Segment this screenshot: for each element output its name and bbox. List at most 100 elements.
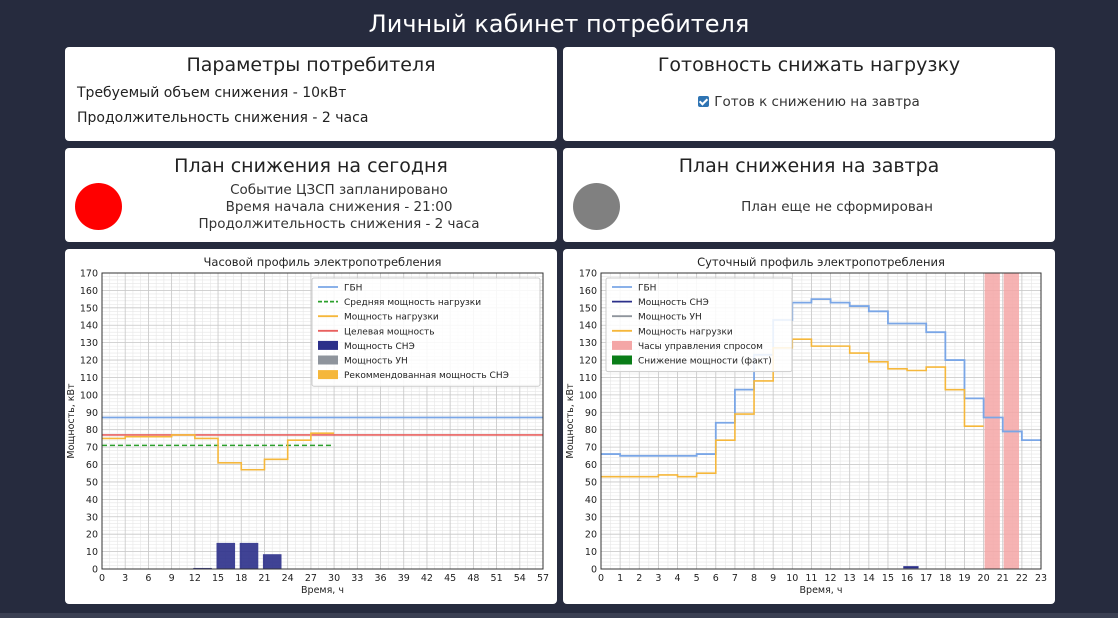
sne-bar bbox=[239, 542, 259, 569]
series-load-line bbox=[102, 432, 335, 471]
tomorrow-status-indicator bbox=[573, 183, 620, 230]
y-tick-label: 50 bbox=[86, 477, 98, 488]
y-tick-label: 30 bbox=[585, 512, 597, 523]
y-tick-label: 90 bbox=[585, 408, 597, 419]
x-tick-label: 17 bbox=[920, 573, 932, 584]
x-tick-label: 3 bbox=[655, 573, 661, 584]
demand-hour-band bbox=[1003, 273, 1019, 569]
legend-box bbox=[605, 277, 793, 373]
today-duration-text: Продолжительность снижения - 2 часа bbox=[198, 216, 480, 232]
legend-label: Целевая мощность bbox=[344, 327, 435, 337]
reduction-duration-text: Продолжительность снижения - 2 часа bbox=[77, 110, 369, 126]
y-tick-label: 130 bbox=[579, 338, 597, 349]
legend-label: ГБН bbox=[344, 284, 362, 294]
y-tick-label: 70 bbox=[86, 443, 98, 454]
ready-tomorrow-option[interactable]: Готов к снижению на завтра bbox=[563, 94, 1055, 110]
y-tick-label: 110 bbox=[579, 373, 597, 384]
x-tick-label: 5 bbox=[694, 573, 700, 584]
today-plan-card: План снижения на сегодня Событие ЦЗСП за… bbox=[65, 148, 557, 242]
y-tick-label: 0 bbox=[92, 565, 98, 576]
hourly-profile-card: Часовой профиль электропотребления 0 3 6 9 12… bbox=[65, 249, 557, 604]
plot-frame bbox=[600, 272, 1042, 570]
x-tick-label: 15 bbox=[882, 573, 894, 584]
x-tick-label: 12 bbox=[825, 573, 837, 584]
y-tick-label: 160 bbox=[579, 286, 597, 297]
x-tick-label: 39 bbox=[398, 573, 410, 584]
x-axis-label: Время, ч bbox=[301, 585, 344, 596]
x-tick-label: 18 bbox=[939, 573, 951, 584]
legend-label: ГБН bbox=[638, 284, 656, 294]
y-tick-label: 90 bbox=[86, 408, 98, 419]
x-tick-label: 16 bbox=[901, 573, 913, 584]
x-tick-label: 21 bbox=[258, 573, 270, 584]
legend-box bbox=[311, 277, 541, 387]
x-tick-label: 13 bbox=[844, 573, 856, 584]
readiness-title: Готовность снижать нагрузку bbox=[657, 54, 961, 76]
x-tick-label: 45 bbox=[444, 573, 456, 584]
y-tick-label: 170 bbox=[579, 269, 597, 280]
x-tick-label: 6 bbox=[145, 573, 151, 584]
x-tick-label: 2 bbox=[636, 573, 642, 584]
y-axis-label: Мощность, кВт bbox=[66, 383, 77, 459]
consumer-params-title: Параметры потребителя bbox=[186, 54, 436, 76]
chart-legend: ГБН Мощность СНЭ Мощность УН Мощность нагру… bbox=[605, 277, 793, 373]
x-tick-label: 6 bbox=[713, 573, 719, 584]
legend-label: Мощность СНЭ bbox=[344, 342, 415, 352]
y-tick-label: 10 bbox=[86, 547, 98, 558]
readiness-card: Готовность снижать нагрузку Готов к сниж… bbox=[563, 47, 1055, 141]
plot-frame bbox=[101, 272, 544, 570]
x-tick-label: 22 bbox=[1016, 573, 1028, 584]
y-tick-label: 120 bbox=[80, 356, 98, 367]
demand-hour-band bbox=[984, 273, 1000, 569]
legend-label: Мощность УН bbox=[638, 313, 702, 323]
chart-legend: ГБН Средняя мощность нагрузки Мощность наг… bbox=[311, 277, 541, 387]
y-tick-label: 40 bbox=[86, 495, 98, 506]
ready-tomorrow-label: Готов к снижению на завтра bbox=[714, 94, 920, 110]
y-tick-label: 150 bbox=[579, 303, 597, 314]
tomorrow-plan-card: План снижения на завтра План еще не сфор… bbox=[563, 148, 1055, 242]
x-tick-label: 18 bbox=[235, 573, 247, 584]
sne-bar bbox=[262, 554, 282, 569]
today-event-text: Событие ЦЗСП запланировано bbox=[230, 182, 448, 198]
y-tick-label: 50 bbox=[585, 477, 597, 488]
y-tick-label: 140 bbox=[80, 321, 98, 332]
y-tick-label: 70 bbox=[585, 443, 597, 454]
x-tick-label: 36 bbox=[374, 573, 386, 584]
y-tick-label: 80 bbox=[86, 425, 98, 436]
x-tick-label: 11 bbox=[805, 573, 817, 584]
x-tick-label: 27 bbox=[305, 573, 317, 584]
x-tick-label: 30 bbox=[328, 573, 340, 584]
x-tick-label: 8 bbox=[751, 573, 757, 584]
x-tick-label: 21 bbox=[997, 573, 1009, 584]
x-tick-label: 15 bbox=[212, 573, 224, 584]
x-axis-label: Время, ч bbox=[800, 585, 843, 596]
x-tick-label: 54 bbox=[514, 573, 526, 584]
y-tick-label: 60 bbox=[86, 460, 98, 471]
legend-swatch bbox=[612, 355, 632, 365]
consumer-params-card: Параметры потребителя Требуемый объем сн… bbox=[65, 47, 557, 141]
ready-tomorrow-checkbox[interactable] bbox=[698, 96, 710, 107]
legend-label: Мощность нагрузки bbox=[344, 313, 439, 323]
x-tick-label: 42 bbox=[421, 573, 433, 584]
x-tick-label: 57 bbox=[537, 573, 549, 584]
y-tick-label: 140 bbox=[579, 321, 597, 332]
x-tick-label: 10 bbox=[786, 573, 798, 584]
legend-label: Снижение мощности (факт) bbox=[638, 357, 772, 367]
x-tick-label: 7 bbox=[732, 573, 738, 584]
legend-label: Мощность СНЭ bbox=[638, 298, 709, 308]
y-tick-label: 150 bbox=[80, 303, 98, 314]
y-tick-label: 40 bbox=[585, 495, 597, 506]
y-tick-label: 100 bbox=[579, 390, 597, 401]
x-tick-label: 51 bbox=[491, 573, 503, 584]
y-tick-label: 80 bbox=[585, 425, 597, 436]
x-tick-label: 9 bbox=[770, 573, 776, 584]
x-tick-label: 12 bbox=[189, 573, 201, 584]
x-tick-label: 3 bbox=[122, 573, 128, 584]
legend-swatch bbox=[318, 370, 338, 380]
x-tick-label: 20 bbox=[978, 573, 990, 584]
page-title: Личный кабинет потребителя bbox=[368, 10, 750, 38]
y-tick-label: 0 bbox=[591, 565, 597, 576]
today-plan-title: План снижения на сегодня bbox=[174, 155, 448, 177]
